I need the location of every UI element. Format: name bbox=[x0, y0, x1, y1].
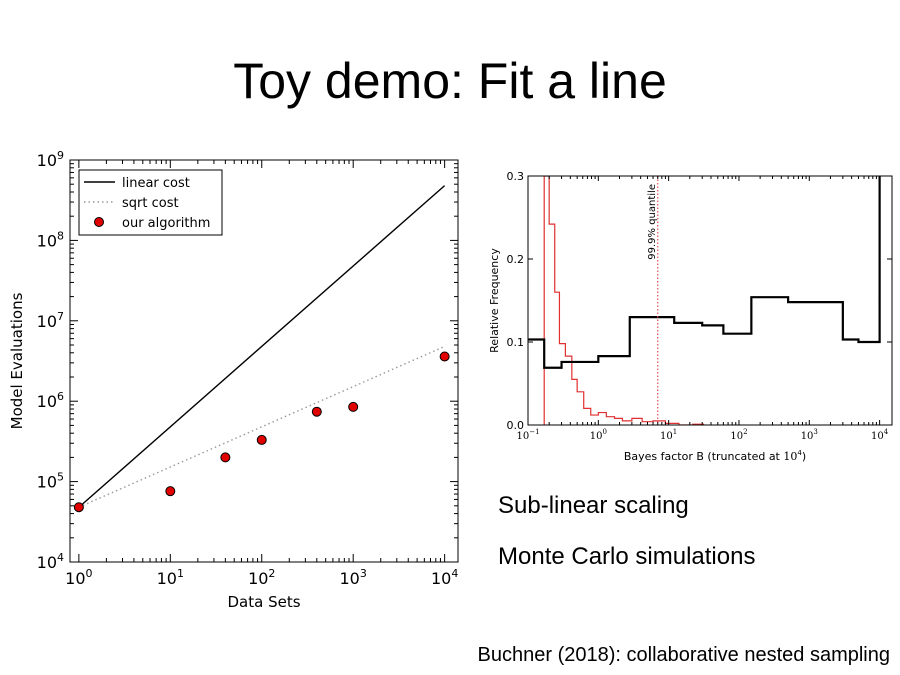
chart1-y-tick-label: 106 bbox=[37, 390, 64, 411]
bayes-factor-histogram bbox=[528, 176, 881, 369]
our-algorithm-point bbox=[165, 486, 176, 497]
chart2-x-tick-label: 10−1 bbox=[516, 428, 539, 442]
legend-linear-label: linear cost bbox=[122, 176, 190, 191]
chart1-y-tick-label: 109 bbox=[37, 149, 64, 170]
our-algorithm-point bbox=[256, 434, 267, 445]
chart1-y-tick-label: 104 bbox=[37, 551, 64, 572]
chart2-x-tick-label: 101 bbox=[660, 428, 677, 442]
linear-cost-line bbox=[78, 185, 446, 508]
chart2-y-axis-label: Relative Frequency bbox=[488, 248, 501, 353]
chart1-x-tick-label: 104 bbox=[431, 567, 458, 588]
chart1-y-tick-label: 107 bbox=[37, 310, 64, 331]
chart2-x-tick-label: 100 bbox=[590, 428, 607, 442]
our-algorithm-point bbox=[220, 452, 231, 463]
legend-algorithm-label: our algorithm bbox=[122, 216, 210, 231]
bullet-sub-linear: Sub-linear scaling bbox=[498, 492, 689, 519]
chart1-x-tick-label: 100 bbox=[65, 567, 92, 588]
chart1-y-axis-label: Model Evaluations bbox=[8, 292, 26, 429]
citation: Buchner (2018): collaborative nested sam… bbox=[477, 644, 890, 666]
chart2-y-tick-label: 0.0 bbox=[507, 419, 525, 432]
sqrt-cost-line bbox=[78, 345, 445, 508]
legend-sqrt-label: sqrt cost bbox=[122, 196, 179, 211]
chart1-x-axis-label: Data Sets bbox=[227, 593, 300, 611]
legend-algorithm-swatch bbox=[94, 217, 104, 227]
our-algorithm-point bbox=[311, 406, 322, 417]
our-algorithm-point bbox=[348, 401, 359, 412]
our-algorithm-point bbox=[439, 351, 450, 362]
chart1-x-tick-label: 101 bbox=[157, 567, 184, 588]
chart1-x-tick-label: 103 bbox=[340, 567, 367, 588]
bullet-monte-carlo: Monte Carlo simulations bbox=[498, 543, 756, 570]
chart1-y-tick-label: 105 bbox=[37, 471, 64, 492]
chart2-x-axis-label: Bayes factor B (truncated at 104) bbox=[624, 449, 806, 463]
chart2-y-tick-label: 0.3 bbox=[507, 170, 525, 183]
chart1-frame bbox=[69, 159, 459, 563]
quantile-annotation: 99.9% quantile bbox=[647, 184, 658, 260]
slide-title: Toy demo: Fit a line bbox=[233, 53, 667, 109]
chart1-x-tick-label: 102 bbox=[248, 567, 275, 588]
chart2-x-tick-label: 104 bbox=[871, 428, 889, 442]
chart2-frame bbox=[527, 175, 893, 426]
chart1-y-tick-label: 108 bbox=[37, 229, 64, 250]
mc-histogram bbox=[543, 176, 705, 425]
chart2-x-tick-label: 102 bbox=[730, 428, 747, 442]
chart2-y-tick-label: 0.1 bbox=[507, 336, 525, 349]
chart2-y-tick-label: 0.2 bbox=[507, 253, 525, 266]
chart2-x-tick-label: 103 bbox=[801, 428, 818, 442]
our-algorithm-point bbox=[73, 502, 84, 513]
